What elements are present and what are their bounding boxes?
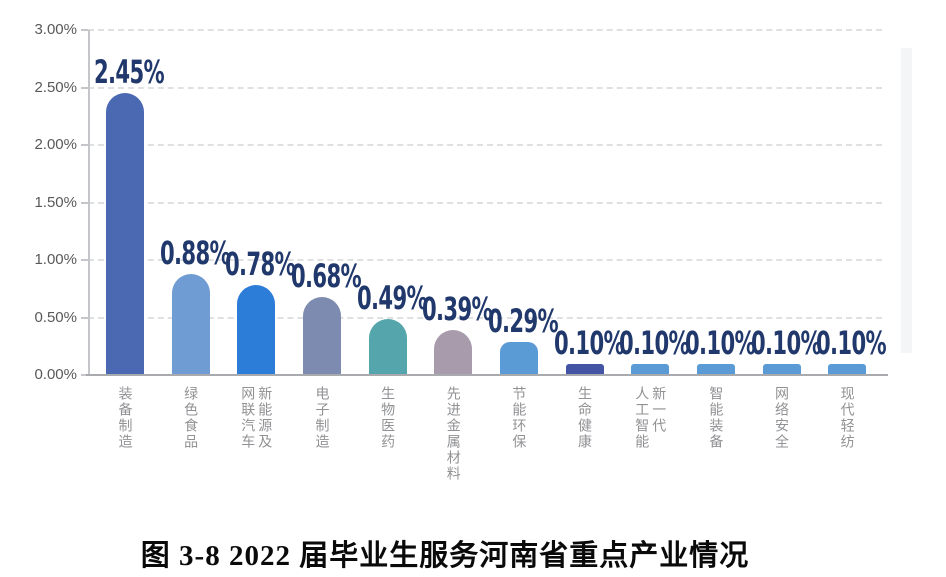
page-edge-shading — [901, 48, 912, 353]
x-axis-category-label: 生物医药 — [356, 386, 420, 450]
bar-绿色食品 — [171, 273, 210, 375]
bar-装备制造 — [106, 93, 144, 375]
x-axis-category-label: 现代轻纺 — [815, 386, 879, 450]
x-axis-category-label: 新一代 人工智能 — [618, 386, 682, 450]
y-axis-tick-label: 0.00% — [34, 366, 77, 383]
figure-caption: 图 3-8 2022 届毕业生服务河南省重点产业情况 — [140, 540, 750, 572]
x-axis-category-text: 装备制造 — [117, 386, 134, 450]
bar-现代轻纺 — [828, 363, 867, 375]
x-axis-category-label: 新能源及 网联汽车 — [224, 386, 288, 450]
x-axis-category-text: 网络安全 — [774, 386, 790, 450]
y-axis-line — [88, 30, 90, 375]
y-axis-tick-label: 2.00% — [34, 136, 77, 153]
y-axis-tick — [81, 316, 88, 319]
bar-电子制造 — [302, 296, 341, 375]
bar-value-label: 0.10% — [684, 323, 756, 362]
x-axis-category-text: 节能环保 — [511, 386, 528, 450]
y-axis-tick — [81, 259, 88, 261]
bar-value-label: 0.10% — [619, 323, 690, 362]
x-axis-category-label: 节能环保 — [487, 386, 551, 450]
bar-新能源及网联汽车 — [237, 285, 276, 375]
x-axis-category-text: 先进金属材料 — [445, 386, 462, 482]
y-axis-tick — [81, 201, 88, 204]
bar-value-label: 0.10% — [816, 323, 887, 362]
x-axis-category-text: 智能装备 — [708, 386, 725, 450]
x-axis-category-label: 智能装备 — [684, 386, 748, 450]
bar-value-label: 0.10% — [750, 323, 822, 362]
gridline — [88, 29, 882, 31]
y-axis-tick — [81, 144, 88, 146]
x-axis-category-label: 装备制造 — [93, 386, 157, 450]
y-axis-tick-label: 1.00% — [34, 251, 77, 268]
bar-chart: 0.00% 0.50% 1.00% 1.50% 2.00% 2.50% 3.00% 2.45%… — [34, 21, 888, 482]
bar-value-label: 0.68% — [290, 256, 362, 295]
bar-生命健康 — [565, 363, 604, 375]
bar-新一代人工智能 — [631, 363, 670, 375]
gridline — [88, 201, 882, 204]
gridline — [88, 259, 882, 261]
y-axis-tick-label: 1.50% — [34, 193, 77, 211]
y-axis-tick-label: 3.00% — [34, 21, 77, 38]
bar-value-label: 0.29% — [487, 301, 559, 340]
gridline — [88, 316, 882, 319]
y-axis-tick — [81, 86, 88, 89]
x-axis-category-text: 生物医药 — [380, 386, 397, 450]
x-axis-line — [86, 374, 888, 376]
bar-value-label: 0.10% — [553, 323, 625, 362]
bar-智能装备 — [696, 363, 735, 375]
bar-value-label: 0.49% — [356, 278, 428, 317]
bar-先进金属材料 — [434, 330, 473, 375]
x-axis-category-label: 生命健康 — [553, 386, 617, 450]
bar-网络安全 — [762, 363, 801, 375]
y-axis-tick — [81, 374, 88, 376]
x-axis-category-label: 绿色食品 — [159, 386, 223, 450]
x-axis-category-text: 新一代 人工智能 — [634, 386, 668, 450]
x-axis-category-text: 现代轻纺 — [839, 386, 856, 450]
bar-生物医药 — [368, 318, 407, 375]
x-axis-category-label: 网络安全 — [750, 386, 814, 450]
x-axis-category-text: 电子制造 — [314, 386, 331, 450]
bar-value-label: 0.39% — [422, 290, 493, 329]
x-axis-category-text: 绿色食品 — [183, 386, 200, 450]
y-axis-tick-label: 2.50% — [34, 78, 77, 96]
bar-value-label: 0.78% — [225, 245, 296, 284]
y-axis-tick — [81, 29, 88, 31]
x-axis-category-text: 生命健康 — [577, 386, 594, 450]
y-axis-tick-label: 0.50% — [34, 308, 77, 326]
x-axis-category-text: 新能源及 网联汽车 — [240, 386, 274, 450]
gridline — [88, 144, 882, 146]
bar-节能环保 — [499, 341, 538, 375]
x-axis-category-label: 电子制造 — [290, 386, 354, 450]
bar-value-label: 0.88% — [159, 233, 231, 272]
x-axis-category-label: 先进金属材料 — [421, 386, 485, 482]
bar-value-label: 2.45% — [94, 53, 165, 92]
gridline — [88, 86, 882, 89]
